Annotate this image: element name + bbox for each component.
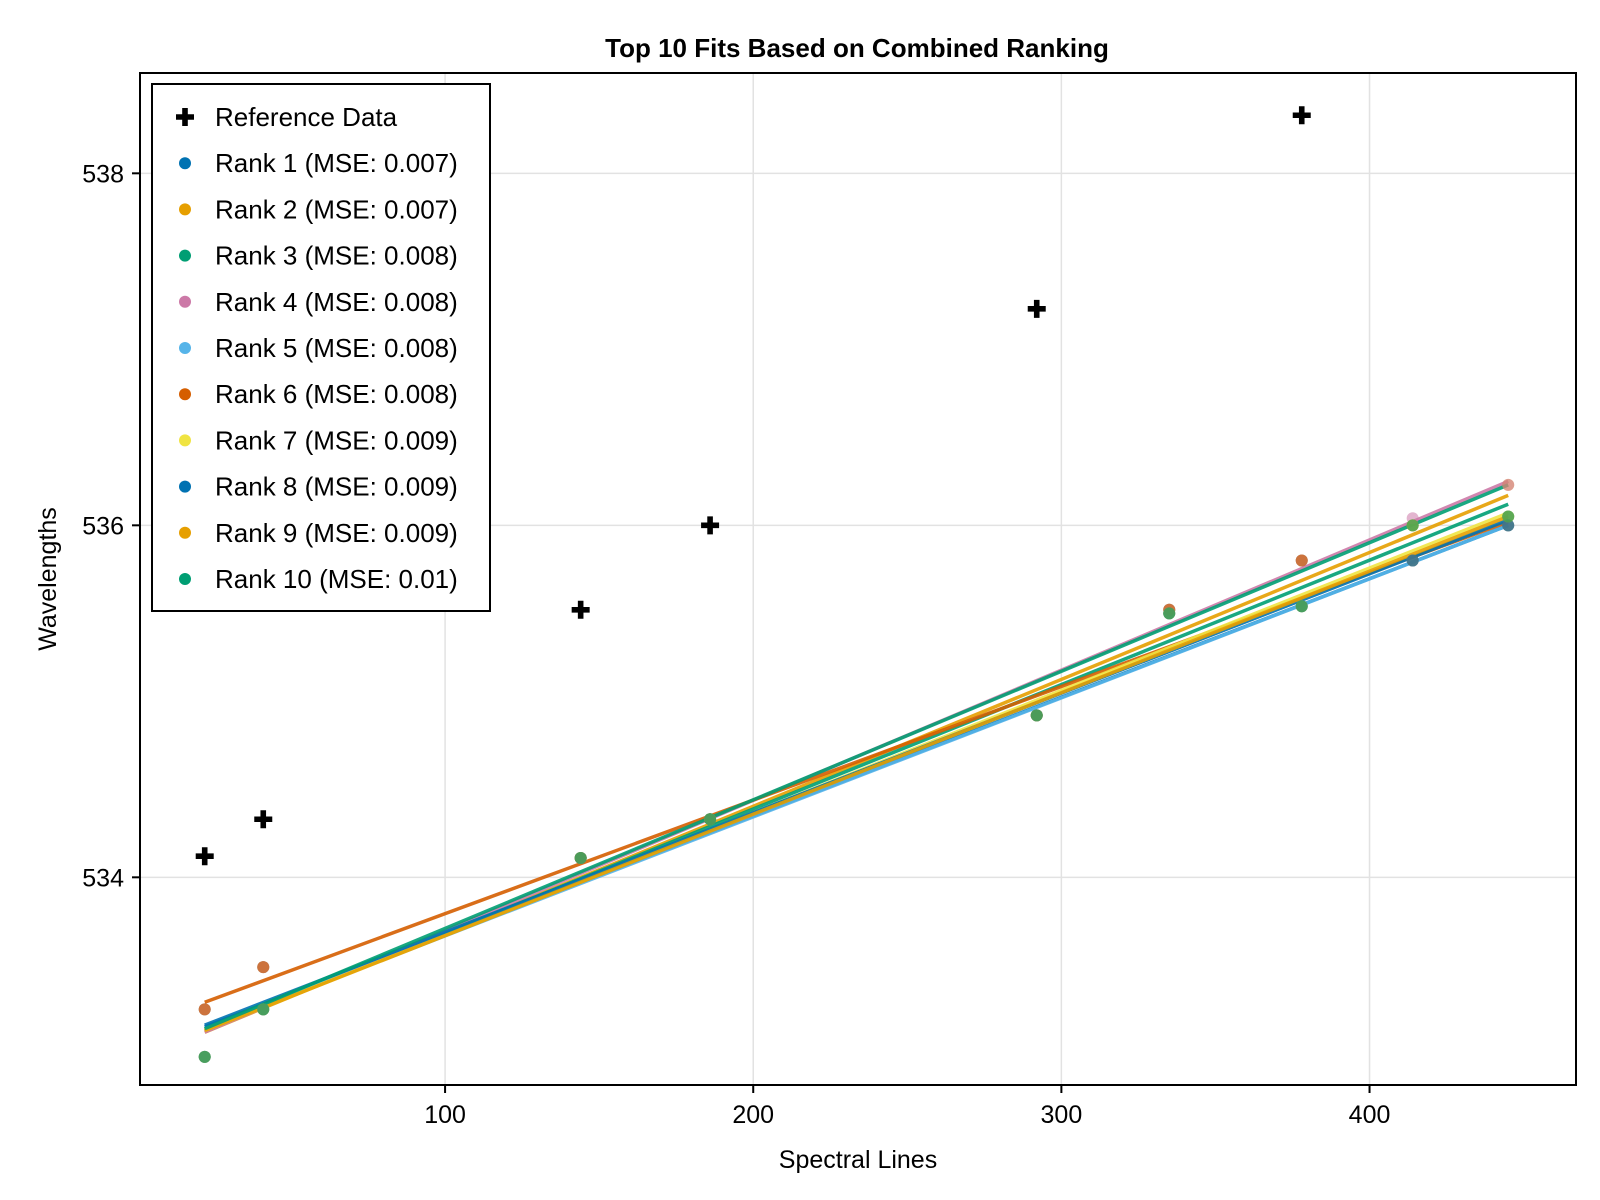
legend-label: Rank 5 (MSE: 0.008) <box>215 333 458 363</box>
plot-frame <box>139 72 1577 1086</box>
data-point <box>1502 519 1515 532</box>
y-axis-label: Wavelengths <box>34 507 62 651</box>
legend-marker <box>179 573 191 585</box>
reference-point <box>571 600 590 619</box>
reference-point <box>195 847 214 866</box>
data-point <box>574 851 587 864</box>
x-axis: 100 200 300 400 <box>424 1085 1390 1129</box>
legend-marker <box>179 249 191 262</box>
data-point <box>1295 600 1308 613</box>
y-axis: 534 536 538 <box>82 160 140 892</box>
x-tick-label: 300 <box>1041 1101 1083 1129</box>
legend-box <box>151 83 491 612</box>
fit-lines <box>204 479 1509 1034</box>
data-point <box>1406 554 1419 567</box>
reference-point <box>254 810 273 829</box>
reference-points <box>195 106 1311 866</box>
x-axis-label: Spectral Lines <box>779 1146 937 1174</box>
fit-line <box>204 483 1509 1031</box>
legend-label: Rank 7 (MSE: 0.009) <box>215 425 458 455</box>
reference-point <box>1027 299 1046 318</box>
y-tick-label: 536 <box>82 512 124 540</box>
data-point <box>1295 554 1308 567</box>
legend-marker-reference <box>176 108 194 126</box>
legend-label: Rank 4 (MSE: 0.008) <box>215 287 458 317</box>
legend-marker <box>179 203 191 216</box>
data-point <box>257 961 270 974</box>
data-point <box>1502 510 1515 523</box>
x-tick-label: 200 <box>732 1101 774 1129</box>
x-tick-label: 400 <box>1349 1101 1391 1129</box>
data-point <box>704 813 717 826</box>
data-point <box>1406 519 1419 532</box>
x-tick-label: 100 <box>424 1101 466 1129</box>
data-point <box>198 1003 211 1016</box>
y-tick-label: 534 <box>82 864 124 892</box>
legend-label-reference: Reference Data <box>215 102 398 132</box>
legend-label: Rank 1 (MSE: 0.007) <box>215 148 458 178</box>
data-point <box>257 1003 270 1016</box>
legend-marker <box>179 434 191 447</box>
legend: Reference Data Rank 1 (MSE: 0.007) Rank 2 … <box>151 83 491 612</box>
legend-label: Rank 6 (MSE: 0.008) <box>215 379 458 409</box>
legend-label: Rank 9 (MSE: 0.009) <box>215 518 458 548</box>
legend-marker <box>179 526 191 539</box>
legend-marker <box>179 480 191 493</box>
chart-title: Top 10 Fits Based on Combined Ranking <box>605 33 1109 63</box>
legend-marker <box>179 342 191 354</box>
fit-line <box>204 514 1509 1033</box>
reference-point <box>701 516 720 535</box>
data-point <box>1502 478 1515 491</box>
legend-label: Rank 10 (MSE: 0.01) <box>215 564 458 594</box>
data-point <box>198 1050 211 1063</box>
reference-point <box>1292 106 1311 125</box>
legend-label: Rank 2 (MSE: 0.007) <box>215 194 458 224</box>
legend-marker <box>179 388 191 401</box>
y-tick-label: 538 <box>82 160 124 188</box>
legend-marker <box>179 295 191 308</box>
data-point <box>1030 709 1043 722</box>
legend-marker <box>179 157 191 170</box>
data-point <box>1163 607 1176 620</box>
legend-label: Rank 8 (MSE: 0.009) <box>215 472 458 502</box>
legend-label: Rank 3 (MSE: 0.008) <box>215 241 458 271</box>
data-points <box>198 478 1515 1063</box>
